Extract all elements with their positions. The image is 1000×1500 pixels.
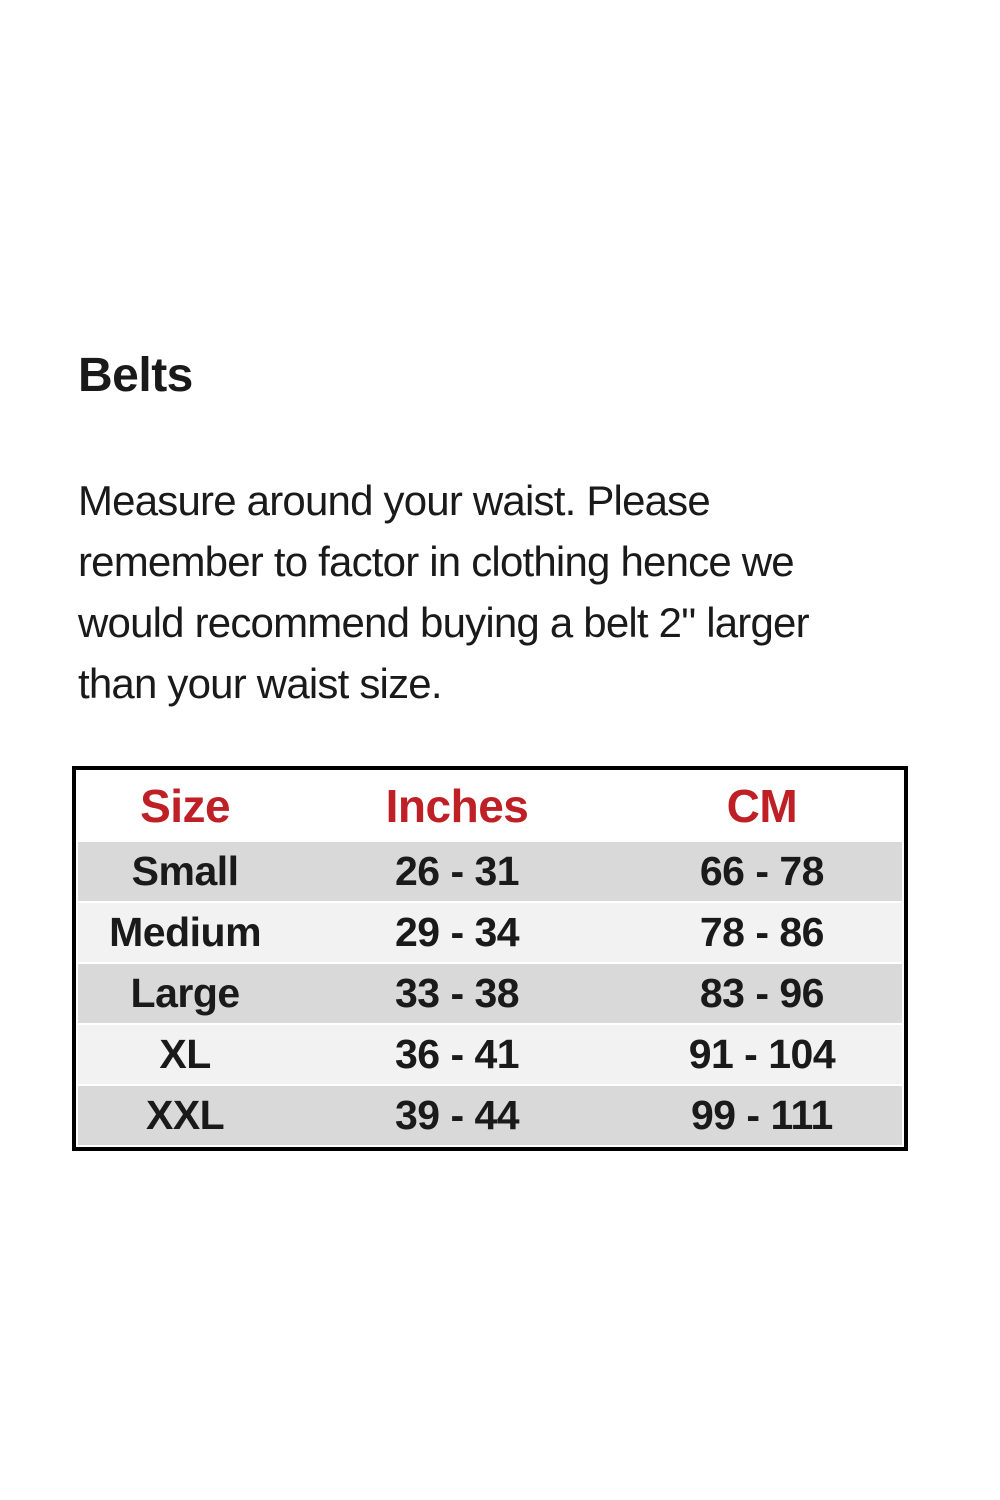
- size-chart-body: Small 26 - 31 66 - 78 Medium 29 - 34 78 - 86 L…: [78, 841, 902, 1145]
- table-row: Small 26 - 31 66 - 78: [78, 841, 902, 902]
- cm-cell: 83 - 96: [699, 970, 825, 1016]
- table-header-row: Size Inches CM: [78, 772, 902, 841]
- size-cell: XL: [159, 1031, 211, 1077]
- intro-line: remember to factor in clothing hence we: [78, 538, 795, 585]
- size-cell: Medium: [109, 909, 262, 955]
- size-cell: XXL: [145, 1092, 225, 1138]
- size-chart-frame: Size Inches CM Small 26 - 31 66 - 78 Medium 29…: [72, 766, 908, 1151]
- size-chart-table: Size Inches CM Small 26 - 31 66 - 78 Medium 29…: [78, 772, 902, 1145]
- column-header-cm: CM: [621, 772, 902, 841]
- cm-cell: 78 - 86: [699, 909, 825, 955]
- column-header-size: Size: [78, 772, 293, 841]
- intro-line: would recommend buying a belt 2" larger: [78, 599, 810, 646]
- cm-cell: 91 - 104: [688, 1031, 836, 1077]
- table-row: XXL 39 - 44 99 - 111: [78, 1085, 902, 1145]
- inches-cell: 29 - 34: [394, 909, 520, 955]
- size-cell: Large: [130, 970, 241, 1016]
- inches-cell: 33 - 38: [394, 970, 520, 1016]
- inches-cell: 26 - 31: [394, 848, 520, 894]
- table-row: XL 36 - 41 91 - 104: [78, 1024, 902, 1085]
- column-header-inches: Inches: [292, 772, 622, 841]
- inches-cell: 36 - 41: [394, 1031, 520, 1077]
- inches-cell: 39 - 44: [394, 1092, 520, 1138]
- intro-line: Measure around your waist. Please: [78, 477, 711, 524]
- table-row: Large 33 - 38 83 - 96: [78, 963, 902, 1024]
- intro-paragraph: Measure around your waist. Please remembe…: [78, 470, 1000, 714]
- table-row: Medium 29 - 34 78 - 86: [78, 902, 902, 963]
- size-cell: Small: [131, 848, 239, 894]
- cm-cell: 66 - 78: [699, 848, 825, 894]
- intro-line: than your waist size.: [78, 660, 443, 707]
- page-title: Belts: [78, 349, 193, 402]
- cm-cell: 99 - 111: [690, 1092, 833, 1138]
